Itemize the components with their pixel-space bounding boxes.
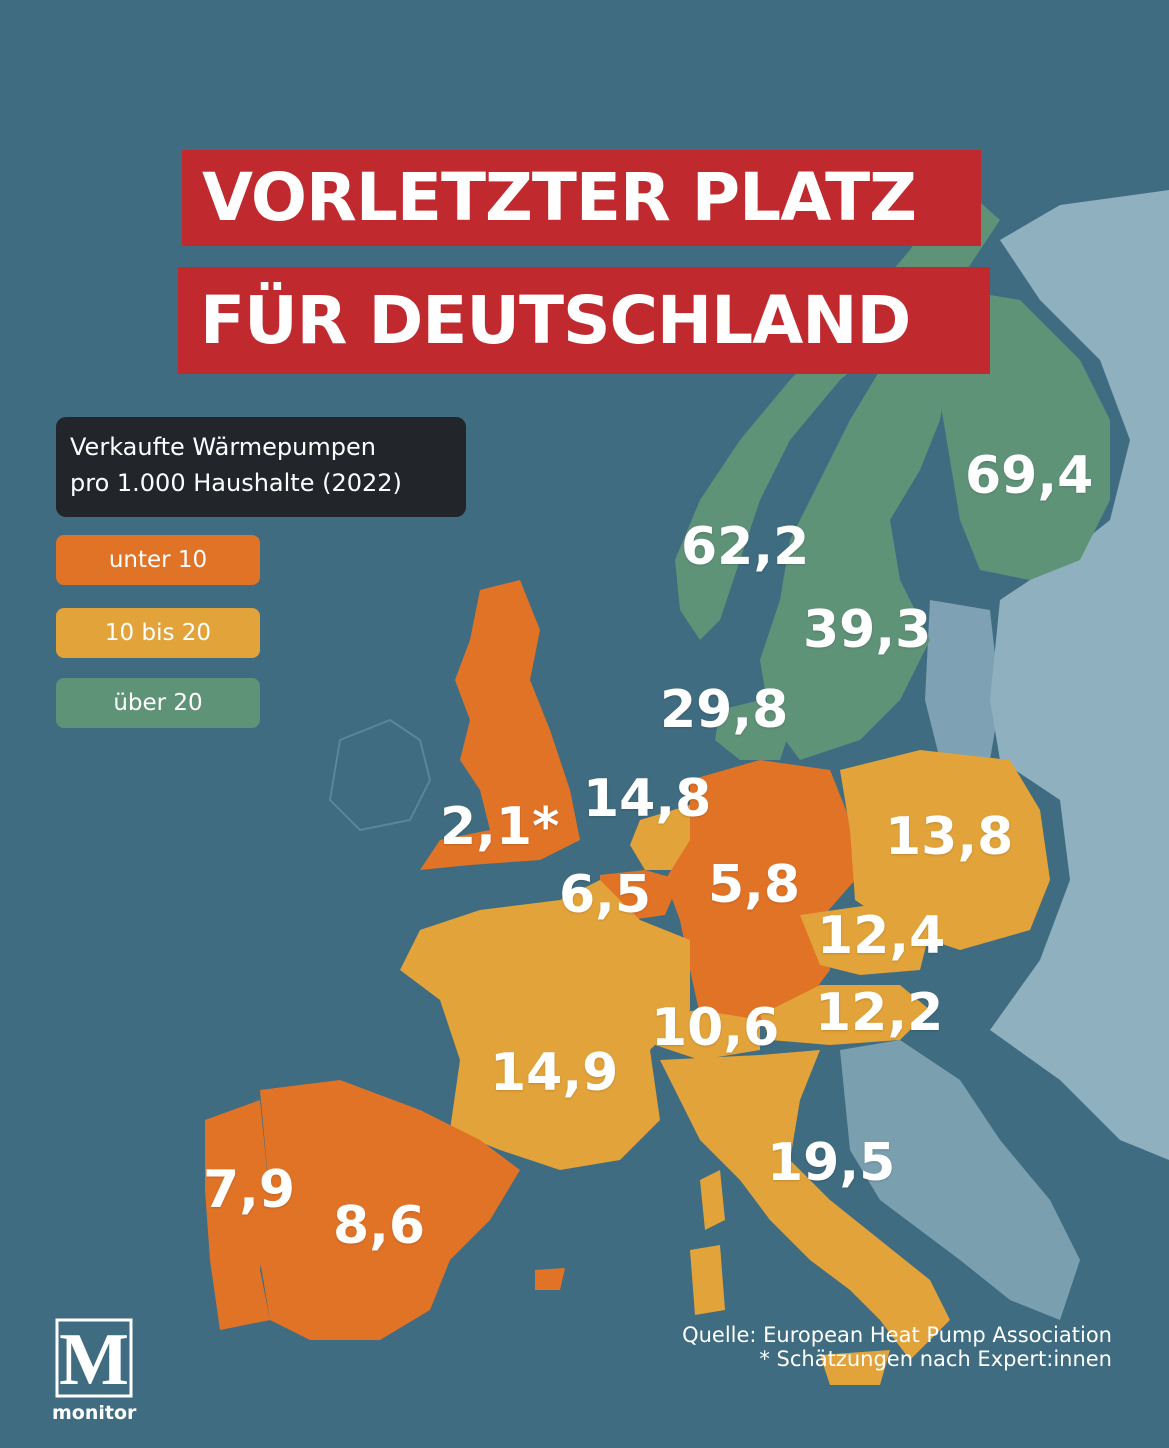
- region-uk: [420, 580, 580, 870]
- region-spain: [260, 1080, 520, 1340]
- source-line: Quelle: European Heat Pump Association: [682, 1323, 1112, 1347]
- value-finland: 69,4: [965, 446, 1094, 506]
- region-czechia: [800, 905, 930, 975]
- value-france: 14,9: [490, 1043, 619, 1103]
- land-ireland-no-data: [328, 718, 432, 832]
- legend-heading-line-1: Verkaufte Wärmepumpen: [70, 433, 376, 461]
- legend-heading-line-2: pro 1.000 Haushalte (2022): [70, 469, 402, 497]
- title-line-2: FÜR DEUTSCHLAND: [178, 267, 990, 374]
- value-germany: 5,8: [708, 855, 801, 915]
- legend-item-over-20: über 20: [56, 678, 260, 728]
- value-switzerland: 10,6: [651, 998, 780, 1058]
- value-norway: 62,2: [681, 517, 810, 577]
- legend-item-10-to-20: 10 bis 20: [56, 608, 260, 658]
- region-italy: [660, 1050, 950, 1360]
- region-sweden: [760, 320, 950, 760]
- region-sardinia: [690, 1245, 725, 1315]
- logo-letter: M: [59, 1319, 129, 1398]
- logo-name: monitor: [52, 1402, 137, 1424]
- region-corsica: [700, 1170, 725, 1230]
- land-east-no-data: [990, 190, 1169, 1160]
- value-czechia: 12,4: [817, 906, 946, 966]
- value-denmark: 29,8: [660, 680, 789, 740]
- value-netherlands: 14,8: [583, 769, 712, 829]
- value-poland: 13,8: [885, 807, 1014, 867]
- footnote-line: * Schätzungen nach Expert:innen: [759, 1347, 1112, 1371]
- region-france: [400, 880, 690, 1170]
- region-germany: [665, 760, 855, 1020]
- legend-item-under-10: unter 10: [56, 535, 260, 585]
- region-balearics: [535, 1268, 565, 1290]
- value-sweden: 39,3: [803, 600, 932, 660]
- land-balkans-no-data: [840, 1040, 1080, 1320]
- region-austria: [760, 985, 930, 1045]
- land-baltics-no-data: [925, 600, 1000, 760]
- monitor-logo-icon: M: [55, 1318, 133, 1398]
- legend-heading: Verkaufte Wärmepumpen pro 1.000 Haushalt…: [56, 417, 466, 517]
- region-sicily: [820, 1350, 890, 1385]
- region-portugal: [205, 1100, 270, 1330]
- region-poland: [840, 750, 1050, 950]
- source-note: Quelle: European Heat Pump Association *…: [682, 1323, 1112, 1371]
- value-belgium: 6,5: [559, 865, 652, 925]
- value-spain: 8,6: [333, 1196, 426, 1256]
- value-portugal: 7,9: [203, 1160, 296, 1220]
- title-line-1: VORLETZTER PLATZ: [182, 150, 981, 246]
- value-uk: 2,1*: [440, 797, 560, 857]
- value-italy: 19,5: [767, 1133, 896, 1193]
- region-denmark: [715, 700, 790, 760]
- value-austria: 12,2: [815, 983, 944, 1043]
